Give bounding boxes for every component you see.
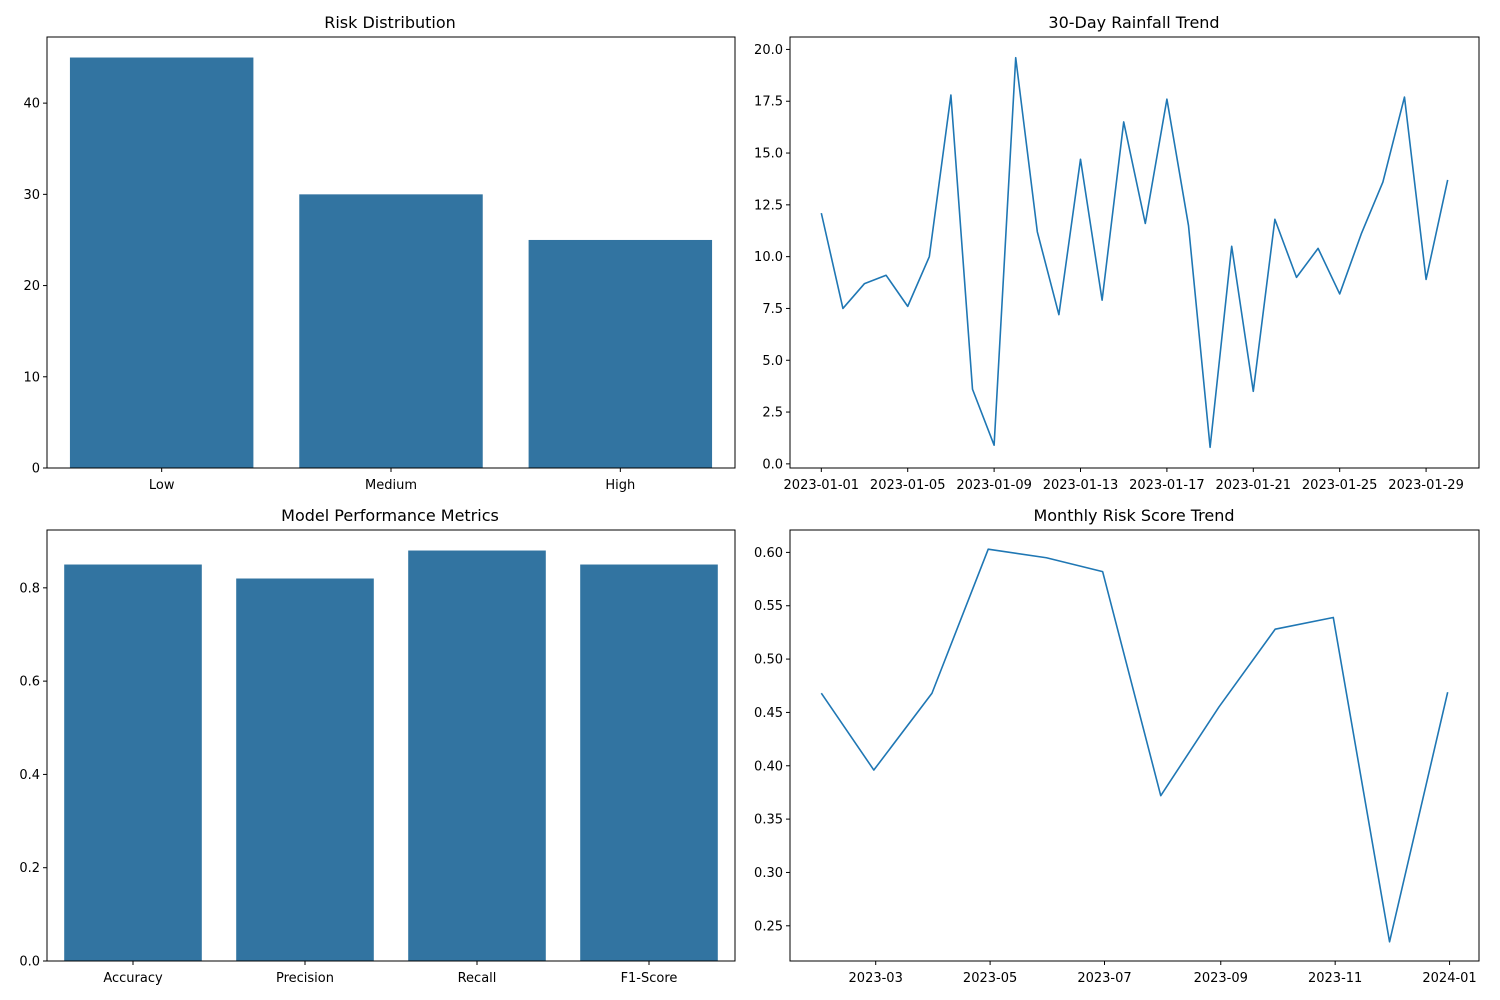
axes-frame: [789, 36, 1480, 469]
x-tick-label: 2023-01-05: [870, 478, 946, 493]
bar-accuracy: [64, 564, 202, 961]
y-tick-label: 0.50: [754, 653, 783, 668]
y-tick-label: 0.40: [754, 759, 783, 774]
y-tick-label: 5.0: [762, 354, 783, 369]
y-tick-label: 30: [23, 188, 40, 203]
chart-title: 30-Day Rainfall Trend: [1048, 13, 1219, 32]
axes-frame: [46, 36, 736, 469]
x-tick-label: Precision: [276, 971, 334, 986]
x-tick-label: High: [605, 478, 635, 493]
y-tick-label: 10.0: [754, 250, 783, 265]
y-tick-label: 7.5: [762, 302, 783, 317]
x-tick-label: Low: [149, 478, 175, 493]
rainfall-trend-chart: 30-Day Rainfall Trend 2023-01-01 2023-01-…: [754, 13, 1480, 493]
y-tick-label: 0.2: [19, 861, 40, 876]
bar-high: [528, 239, 713, 468]
y-tick-label: 17.5: [754, 95, 783, 110]
x-tick-label: 2023-11: [1308, 971, 1362, 986]
y-tick-label: 0.60: [754, 546, 783, 561]
x-tick-label: 2023-05: [963, 971, 1017, 986]
bar-precision: [236, 578, 374, 961]
y-tick-label: 0.30: [754, 866, 783, 881]
chart-title: Model Performance Metrics: [281, 506, 499, 525]
x-tick-label: Accuracy: [103, 971, 163, 986]
x-tick-label: 2023-01-21: [1216, 478, 1292, 493]
y-tick-label: 0.0: [762, 457, 783, 472]
x-tick-label: F1-Score: [621, 971, 678, 986]
series-line: [820, 56, 1449, 449]
chart-marks: Accuracy Precision Recall F1-Score 0.0 0.2 0.4…: [19, 550, 718, 986]
y-tick-label: 0.25: [754, 919, 783, 934]
y-tick-label: 0.6: [19, 675, 40, 690]
x-tick-label: 2023-03: [849, 971, 903, 986]
axes-frame: [789, 529, 1480, 962]
x-tick-label: 2023-01-29: [1388, 478, 1464, 493]
series-line: [820, 548, 1449, 943]
bar-medium: [299, 194, 483, 468]
y-tick-label: 10: [23, 370, 40, 385]
risk-distribution-chart: Risk Distribution Low Medium High 0 10 20 30 40: [23, 13, 736, 493]
x-tick-label: 2023-07: [1077, 971, 1131, 986]
bar-f1-score: [580, 564, 718, 961]
y-tick-label: 0.55: [754, 599, 783, 614]
chart-title: Risk Distribution: [324, 13, 456, 32]
model-performance-chart: Model Performance Metrics Accuracy Precis…: [19, 506, 736, 986]
y-tick-label: 0.8: [19, 581, 40, 596]
y-tick-label: 20: [23, 279, 40, 294]
bar-recall: [408, 550, 546, 961]
x-tick-label: 2023-01-25: [1302, 478, 1378, 493]
x-tick-label: Recall: [458, 971, 497, 986]
axes-frame: [46, 529, 736, 962]
y-tick-label: 15.0: [754, 147, 783, 162]
y-tick-label: 0: [32, 462, 40, 477]
chart-title: Monthly Risk Score Trend: [1033, 506, 1234, 525]
chart-marks: 2023-03 2023-05 2023-07 2023-09 2023-11 2024-…: [754, 546, 1477, 986]
x-tick-label: 2023-01-17: [1129, 478, 1205, 493]
x-tick-label: 2023-09: [1194, 971, 1248, 986]
y-tick-label: 12.5: [754, 198, 783, 213]
x-tick-label: 2023-01-09: [956, 478, 1032, 493]
y-tick-label: 0.35: [754, 813, 783, 828]
chart-marks: 2023-01-01 2023-01-05 2023-01-09 2023-01-13…: [754, 43, 1464, 493]
y-tick-label: 2.5: [762, 406, 783, 421]
y-tick-label: 0.4: [19, 768, 40, 783]
bar-low: [69, 57, 254, 469]
chart-marks: Low Medium High 0 10 20 30 40: [23, 57, 713, 493]
y-tick-label: 20.0: [754, 43, 783, 58]
x-tick-label: 2024-01: [1422, 971, 1476, 986]
x-tick-label: 2023-01-13: [1043, 478, 1119, 493]
x-tick-label: Medium: [365, 478, 417, 493]
y-tick-label: 0.45: [754, 706, 783, 721]
y-tick-label: 40: [23, 97, 40, 112]
x-tick-label: 2023-01-01: [784, 478, 860, 493]
monthly-risk-score-chart: Monthly Risk Score Trend 2023-03 2023-05 2…: [754, 506, 1480, 986]
y-tick-label: 0.0: [19, 955, 40, 970]
